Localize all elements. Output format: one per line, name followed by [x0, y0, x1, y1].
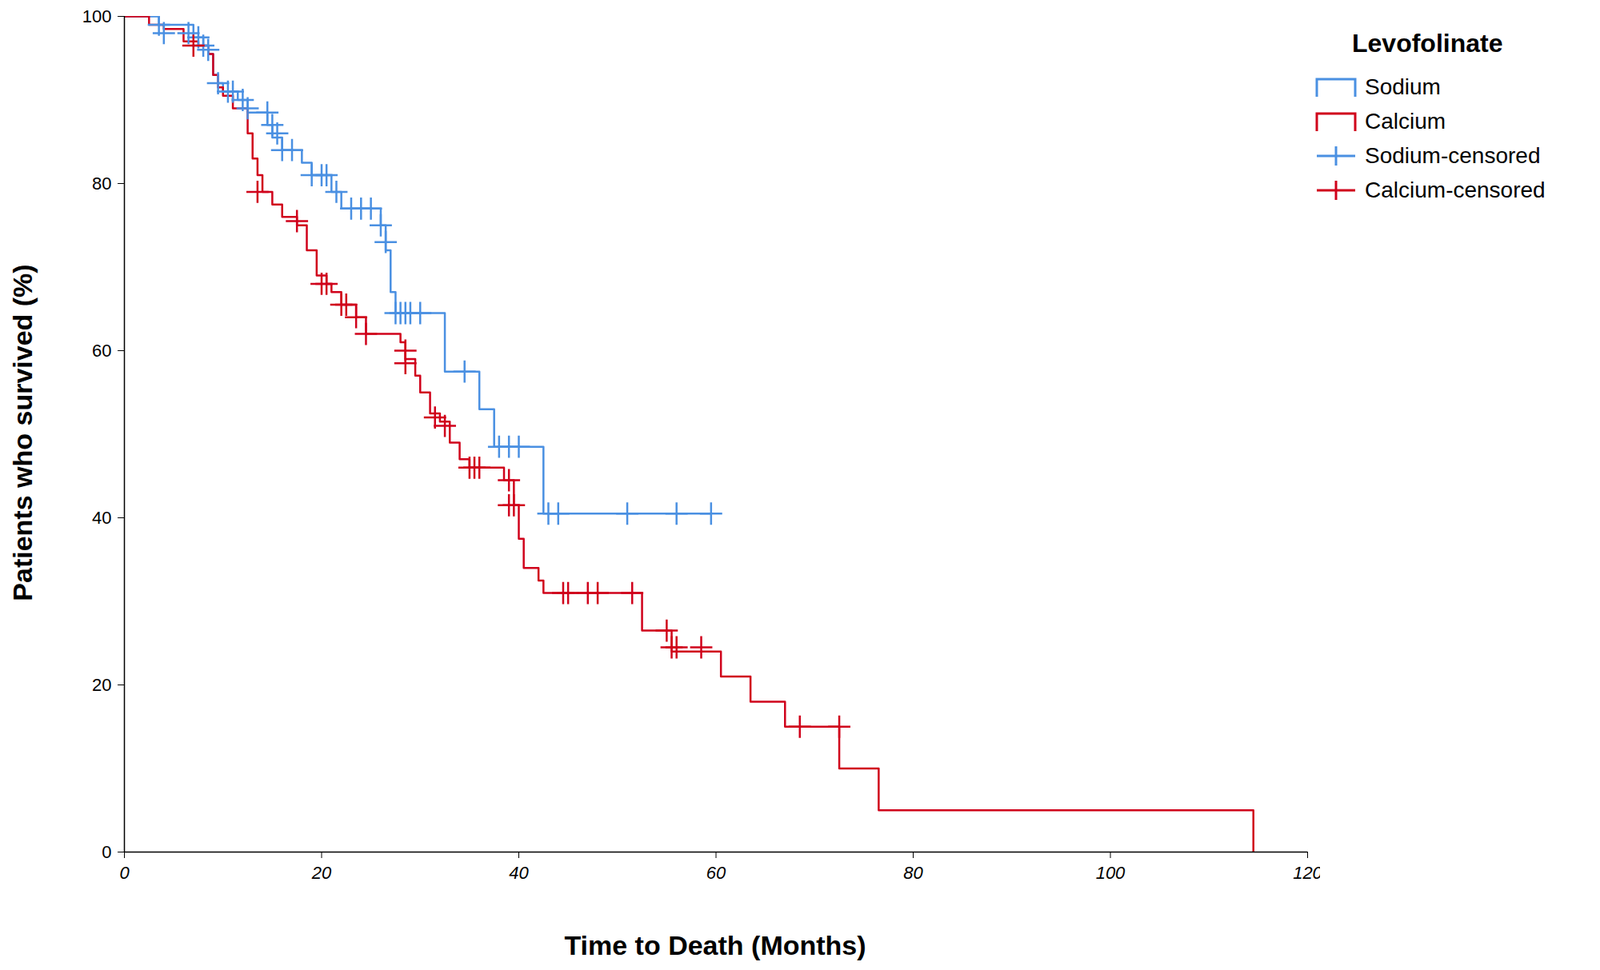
svg-text:100: 100 — [82, 6, 112, 27]
svg-text:80: 80 — [92, 173, 112, 194]
html-text:Sodium-censored: Sodium-censored — [1364, 142, 1541, 168]
svg-text:20: 20 — [311, 863, 332, 884]
html-text:Calcium-censored: Calcium-censored — [1364, 177, 1546, 202]
html-text:Time to Death (Months): Time to Death (Months) — [564, 930, 867, 961]
svg-text:120: 120 — [1292, 863, 1320, 884]
svg-text:60: 60 — [92, 340, 112, 361]
html-text:Sodium: Sodium — [1364, 74, 1441, 99]
svg-text:0: 0 — [101, 842, 112, 863]
svg-text:80: 80 — [903, 863, 924, 884]
svg-text:40: 40 — [508, 863, 529, 884]
svg-text:60: 60 — [706, 863, 727, 884]
svg-text:40: 40 — [92, 508, 112, 528]
html-text:Calcium: Calcium — [1364, 108, 1446, 134]
svg-text:100: 100 — [1096, 863, 1126, 884]
html-text:Levofolinate: Levofolinate — [1352, 28, 1503, 58]
svg-text:20: 20 — [92, 675, 112, 696]
html-text:Patients who survived (%): Patients who survived (%) — [6, 264, 38, 602]
svg-text:0: 0 — [119, 863, 130, 884]
